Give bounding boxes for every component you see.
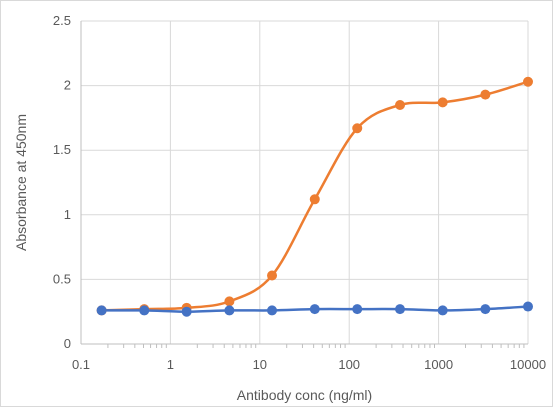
series-1-point xyxy=(394,99,405,110)
series-1-point xyxy=(224,296,235,307)
series-2-point xyxy=(267,305,278,316)
series-1-point xyxy=(437,97,448,108)
y-tick-label: 1.5 xyxy=(53,142,71,157)
series-2-point xyxy=(437,305,448,316)
y-tick-label: 2.5 xyxy=(53,13,71,28)
series-2-point xyxy=(394,304,405,315)
y-tick-label: 0.5 xyxy=(53,271,71,286)
x-tick-label: 1000 xyxy=(424,357,453,372)
series-2-point xyxy=(181,306,192,317)
y-tick-label: 1 xyxy=(64,207,71,222)
series-2-point xyxy=(523,301,533,312)
series-1-point xyxy=(309,194,320,205)
series-2-point xyxy=(224,305,235,316)
y-tick-label: 2 xyxy=(64,78,71,93)
series-2-point xyxy=(96,305,107,316)
series-1-point xyxy=(352,123,363,134)
series-1-point xyxy=(267,270,278,281)
x-axis-title: Antibody conc (ng/ml) xyxy=(237,387,372,403)
series-1-point xyxy=(523,76,533,87)
x-tick-label: 10000 xyxy=(510,357,546,372)
tick-labels: 0 0.5 1 1.5 2 2.5 0.1 1 10 100 1000 10000 xyxy=(53,13,546,372)
series-2-point xyxy=(352,304,363,315)
series-2-point xyxy=(139,305,150,316)
gridlines xyxy=(81,20,529,344)
x-tick-label: 0.1 xyxy=(72,357,90,372)
y-axis-title: Absorbance at 450nm xyxy=(13,114,29,251)
series-2-point xyxy=(309,304,320,315)
data-points xyxy=(96,76,533,317)
axes xyxy=(80,21,528,345)
x-tick-label: 1 xyxy=(167,357,174,372)
series-2-point xyxy=(480,304,491,315)
series-1-point xyxy=(480,89,491,100)
y-tick-label: 0 xyxy=(64,336,71,351)
minor-ticks xyxy=(107,344,525,348)
x-tick-label: 10 xyxy=(253,357,267,372)
x-tick-label: 100 xyxy=(338,357,360,372)
